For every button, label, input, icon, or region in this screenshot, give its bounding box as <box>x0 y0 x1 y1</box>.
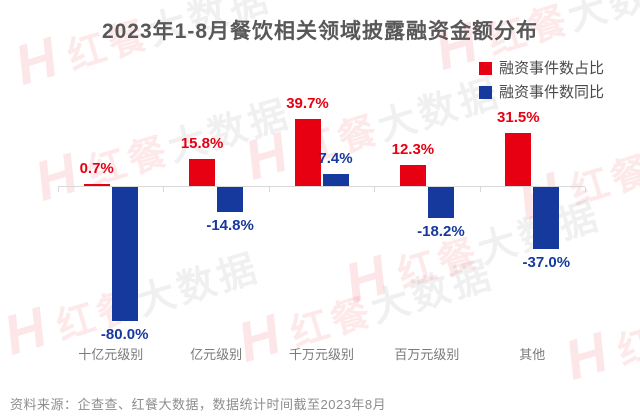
bar-十亿元级别-融资事件数同比 <box>111 187 138 322</box>
axis-tick <box>268 187 270 192</box>
legend: 融资事件数占比 融资事件数同比 <box>478 60 604 101</box>
bar-其他-融资事件数同比 <box>533 187 560 250</box>
bar-十亿元级别-融资事件数占比 <box>83 184 110 186</box>
category-label: 其他 <box>519 347 546 362</box>
value-label: 39.7% <box>286 95 329 113</box>
bar-亿元级别-融资事件数同比 <box>217 187 244 212</box>
legend-label-share: 融资事件数占比 <box>498 60 604 77</box>
bar-百万元级别-融资事件数占比 <box>399 165 426 186</box>
value-label: 0.7% <box>79 160 114 177</box>
category-label: 亿元级别 <box>190 347 243 362</box>
value-label: 31.5% <box>497 109 540 127</box>
legend-item-share: 融资事件数占比 <box>478 60 604 77</box>
legend-item-yoy: 融资事件数同比 <box>478 84 604 101</box>
axis-tick <box>479 187 481 192</box>
axis-tick <box>374 187 376 192</box>
bar-千万元级别-融资事件数占比 <box>294 119 321 186</box>
axis-tick <box>58 187 59 192</box>
category-label: 十亿元级别 <box>78 347 144 362</box>
value-label: -14.8% <box>206 216 254 234</box>
bar-千万元级别-融资事件数同比 <box>322 173 349 186</box>
legend-label-yoy: 融资事件数同比 <box>498 84 604 101</box>
axis-tick <box>585 187 586 192</box>
bar-百万元级别-融资事件数同比 <box>427 187 454 218</box>
category-label: 百万元级别 <box>394 347 460 362</box>
value-label: -80.0% <box>100 326 149 344</box>
category-label: 千万元级别 <box>288 347 354 362</box>
bar-亿元级别-融资事件数占比 <box>189 159 216 186</box>
value-label: 7.4% <box>318 149 353 167</box>
chart-title: 2023年1-8月餐饮相关领域披露融资金额分布 <box>101 20 539 43</box>
value-label: 15.8% <box>180 135 224 153</box>
source-note: 资料来源：企查查、红餐大数据，数据统计时间截至2023年8月 <box>10 397 387 412</box>
value-label: -37.0% <box>522 254 571 272</box>
x-axis-line <box>58 186 585 187</box>
bar-其他-融资事件数占比 <box>505 133 532 186</box>
value-label: 12.3% <box>391 141 435 159</box>
value-label: -18.2% <box>417 222 465 240</box>
legend-swatch-blue-icon <box>478 86 492 99</box>
legend-swatch-red-icon <box>478 62 492 75</box>
axis-tick <box>163 187 165 192</box>
